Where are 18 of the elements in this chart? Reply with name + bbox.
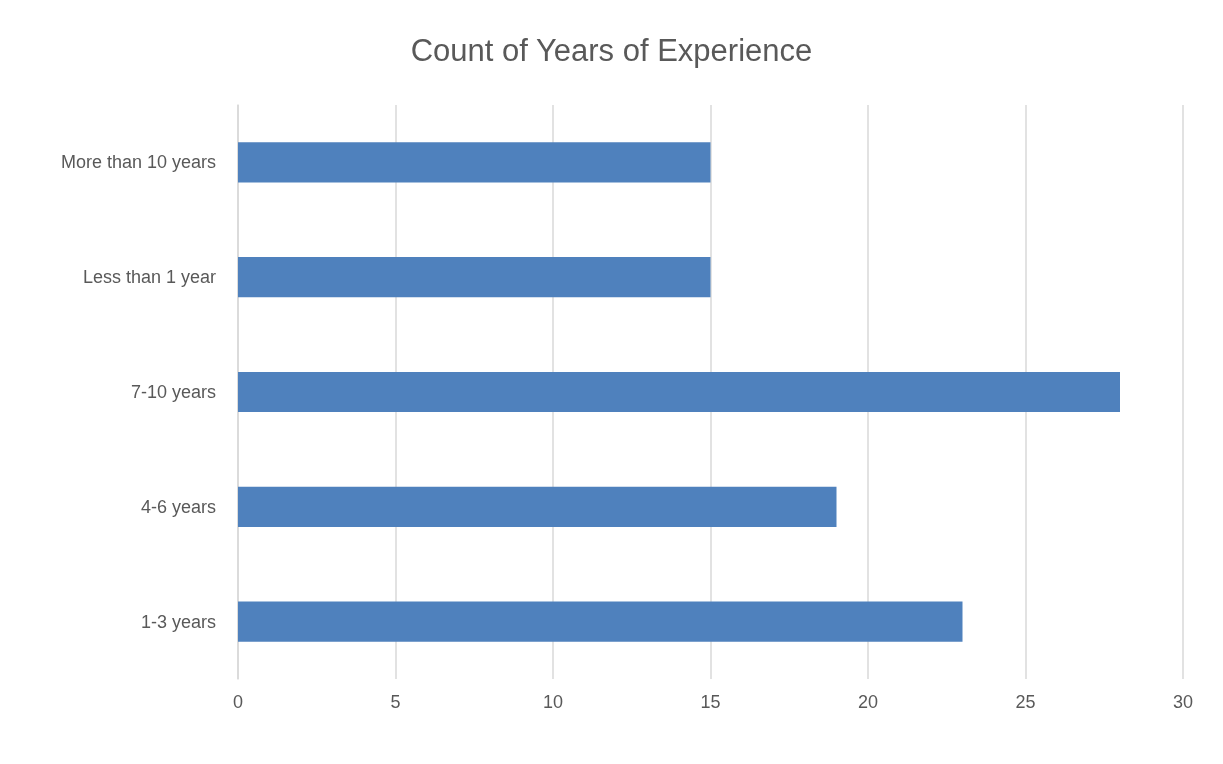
bar <box>238 142 711 183</box>
x-tick-label: 5 <box>390 692 401 712</box>
x-tick-label: 25 <box>1015 692 1036 712</box>
bar <box>238 371 1120 413</box>
x-tick-label: 15 <box>700 692 721 712</box>
y-tick-label: 7-10 years <box>130 382 216 402</box>
y-tick-label: 1-3 years <box>140 611 216 632</box>
x-tick-label: 20 <box>857 692 879 712</box>
bar <box>238 601 963 642</box>
x-tick-label: 10 <box>542 692 564 712</box>
chart-title: Count of Years of Experience <box>410 33 813 68</box>
x-tick-label: 0 <box>232 692 244 712</box>
y-tick-label: 4-6 years <box>140 496 216 517</box>
bar <box>238 486 837 527</box>
y-tick-label: More than 10 years <box>60 152 216 173</box>
y-tick-label: Less than 1 year <box>82 267 216 288</box>
x-tick-label: 30 <box>1172 692 1194 712</box>
bar <box>238 257 711 298</box>
